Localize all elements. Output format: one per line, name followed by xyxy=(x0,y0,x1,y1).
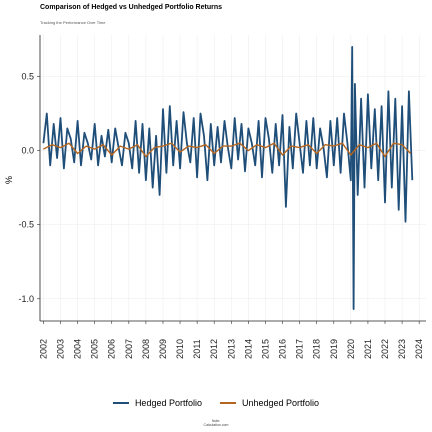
x-tick-label-2013: 2013 xyxy=(226,339,236,359)
grid-lines xyxy=(40,35,426,321)
x-tick-label-2020: 2020 xyxy=(346,339,356,359)
legend-label-hedged: Hedged Portfolio xyxy=(134,398,202,408)
x-tick-label-2018: 2018 xyxy=(312,339,322,359)
series-line-hedged xyxy=(42,46,414,311)
x-tick-label-2012: 2012 xyxy=(209,339,219,359)
x-tick-label-2015: 2015 xyxy=(260,339,270,359)
x-tick-label-2006: 2006 xyxy=(107,339,117,359)
x-tick-label-2007: 2007 xyxy=(124,339,134,359)
chart-note: Note: Calculation.com xyxy=(0,419,432,427)
x-tick-label-2011: 2011 xyxy=(192,339,202,358)
x-tick-label-2019: 2019 xyxy=(329,339,339,359)
x-tick-label-2005: 2005 xyxy=(90,339,100,359)
note-line-2: Calculation.com xyxy=(203,423,229,427)
legend-swatch-hedged xyxy=(112,402,129,404)
y-tick-label-3: -1.0 xyxy=(18,294,34,304)
axes: 2002 2003 2004 2005 2006 2007 2008 2009 2010 2011… xyxy=(18,35,426,359)
x-tick-label-2016: 2016 xyxy=(278,339,288,359)
x-tick-label-2010: 2010 xyxy=(175,339,185,359)
y-tick-label-0: 0.5 xyxy=(21,71,34,81)
series-line-unhedged xyxy=(43,142,412,158)
legend-label-unhedged: Unhedged Portfolio xyxy=(241,398,320,408)
y-tick-label-1: 0.0 xyxy=(21,146,34,156)
x-tick-label-2021: 2021 xyxy=(363,339,373,359)
x-tick-label-2022: 2022 xyxy=(380,339,390,359)
x-tick-label-2008: 2008 xyxy=(141,339,151,359)
x-tick-label-2024: 2024 xyxy=(414,339,424,359)
y-tick-label-2: -0.5 xyxy=(18,220,34,230)
legend-entry-unhedged: Unhedged Portfolio xyxy=(219,398,320,408)
x-tick-label-2004: 2004 xyxy=(73,339,83,359)
y-axis-label: % xyxy=(4,176,14,184)
legend-entry-hedged: Hedged Portfolio xyxy=(112,398,202,408)
series-lines xyxy=(42,46,414,311)
chart-title: Comparison of Hedged vs Unhedged Portfol… xyxy=(40,4,223,11)
x-tick-label-2014: 2014 xyxy=(243,339,253,359)
x-tick-label-2023: 2023 xyxy=(397,339,407,359)
note-line-1: Note: xyxy=(211,419,221,423)
chart-subtitle: Tracking the Performance Over Time xyxy=(40,20,106,25)
x-tick-label-2003: 2003 xyxy=(55,339,65,359)
legend: Hedged Portfolio Unhedged Portfolio xyxy=(0,396,432,410)
x-tick-label-2017: 2017 xyxy=(295,339,305,359)
legend-swatch-unhedged xyxy=(219,402,236,404)
x-tick-label-2009: 2009 xyxy=(158,339,168,359)
x-tick-label-2002: 2002 xyxy=(38,339,48,359)
